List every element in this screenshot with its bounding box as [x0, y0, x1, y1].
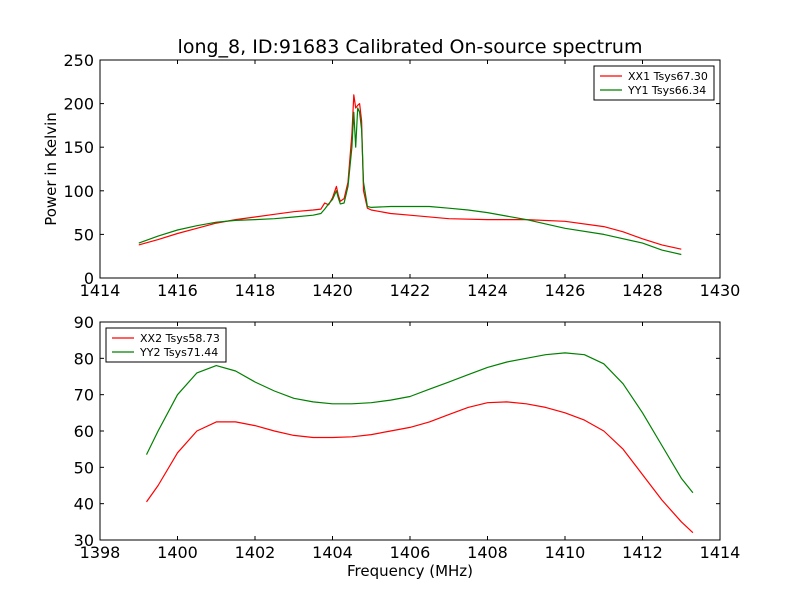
x-tick-label: 1404 — [312, 543, 353, 562]
y-tick-label: 0 — [84, 269, 94, 288]
y-tick-label: 40 — [74, 495, 94, 514]
y-tick-label: 60 — [74, 422, 94, 441]
series-line-1 — [146, 401, 694, 534]
y-tick-label: 150 — [63, 138, 94, 157]
x-tick-label: 1400 — [157, 543, 198, 562]
x-tick-label: 1412 — [622, 543, 663, 562]
x-tick-label: 1430 — [700, 281, 741, 300]
y-tick-label: 30 — [74, 531, 94, 550]
x-tick-label: 1416 — [157, 281, 198, 300]
x-tick-label: 1408 — [467, 543, 508, 562]
top-panel: 1414 1416 1418 1420 1422 1424 1426 1428 1430 0 50 1… — [42, 51, 740, 300]
series-line-1 — [138, 94, 682, 250]
x-tick-label: 1406 — [390, 543, 431, 562]
series-line-2 — [138, 107, 682, 256]
legend-entry-label: XX2 Tsys58.73 — [140, 332, 220, 345]
chart-title: long_8, ID:91683 Calibrated On-source sp… — [178, 36, 643, 58]
y-tick-label: 80 — [74, 349, 94, 368]
bottom-panel: 1398 1400 1402 1404 1406 1408 1410 1412 1414 30 40… — [74, 313, 741, 580]
x-tick-label: 1422 — [390, 281, 431, 300]
x-tick-label: 1402 — [235, 543, 276, 562]
x-tick-label: 1414 — [700, 543, 741, 562]
y-tick-label: 50 — [74, 225, 94, 244]
x-tick-label: 1426 — [545, 281, 586, 300]
x-tick-label: 1418 — [235, 281, 276, 300]
x-tick-label: 1410 — [545, 543, 586, 562]
y-tick-label: 90 — [74, 313, 94, 332]
y-tick-label: 200 — [63, 95, 94, 114]
x-tick-label: 1420 — [312, 281, 353, 300]
x-axis-label: Frequency (MHz) — [347, 562, 473, 580]
legend-entry-label: YY1 Tsys66.34 — [627, 84, 706, 97]
x-tick-label: 1398 — [80, 543, 121, 562]
x-tick-label: 1424 — [467, 281, 508, 300]
y-tick-label: 70 — [74, 386, 94, 405]
y-tick-label: 100 — [63, 182, 94, 201]
series-line-2 — [145, 352, 694, 494]
x-tick-label: 1414 — [80, 281, 121, 300]
y-tick-label: 50 — [74, 458, 94, 477]
legend-entry-label: XX1 Tsys67.30 — [628, 70, 708, 83]
x-tick-label: 1428 — [622, 281, 663, 300]
y-axis-label: Power in Kelvin — [42, 112, 60, 226]
legend-entry-label: YY2 Tsys71.44 — [139, 346, 218, 359]
y-tick-label: 250 — [63, 51, 94, 70]
